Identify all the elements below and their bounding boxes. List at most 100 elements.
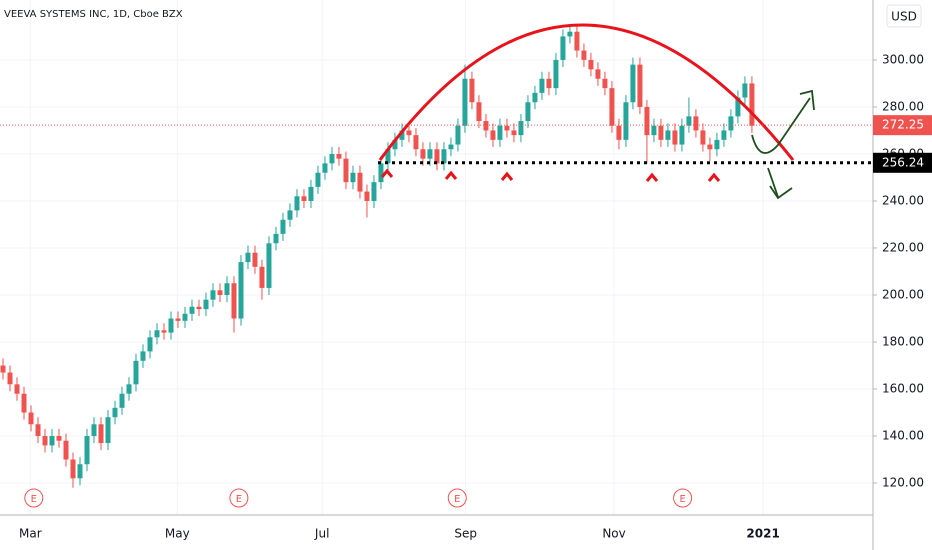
- candle-body: [406, 130, 412, 136]
- candle-body: [84, 436, 90, 465]
- y-tick-label: 300.00: [882, 52, 924, 66]
- candle-body: [140, 351, 146, 361]
- candle-body: [700, 130, 706, 145]
- candle-body: [280, 219, 286, 234]
- candle-body: [602, 78, 608, 89]
- earnings-label: E: [454, 494, 460, 505]
- candle-body: [301, 196, 307, 201]
- candle-body: [518, 121, 524, 136]
- support-label: 256.24: [882, 155, 924, 169]
- candle-body: [588, 59, 594, 70]
- candle-body: [0, 365, 6, 373]
- candle-body: [637, 64, 643, 107]
- candle-body: [413, 135, 419, 150]
- candle-body: [154, 330, 160, 338]
- candle-body: [630, 64, 636, 103]
- candle-body: [322, 163, 328, 173]
- candle-body: [224, 283, 230, 295]
- candle-body: [553, 59, 559, 89]
- candle-body: [623, 102, 629, 140]
- y-tick-label: 120.00: [882, 476, 924, 490]
- candle-body: [651, 125, 657, 136]
- candle-body: [476, 102, 482, 122]
- candle-body: [133, 360, 139, 385]
- candle-body: [329, 153, 335, 164]
- candle-body: [126, 384, 132, 394]
- candle-body: [679, 125, 685, 145]
- candle-body: [203, 299, 209, 310]
- candle-body: [644, 106, 650, 136]
- candle-body: [28, 412, 34, 425]
- candle-body: [483, 121, 489, 131]
- candle-body: [504, 125, 510, 131]
- candle-body: [259, 266, 265, 288]
- y-tick-label: 240.00: [882, 193, 924, 207]
- candle-body: [378, 163, 384, 183]
- candle-body: [462, 78, 468, 126]
- candle-body: [490, 130, 496, 140]
- candle-body: [595, 69, 601, 79]
- candle-body: [532, 92, 538, 103]
- candle-body: [119, 393, 125, 408]
- candle-body: [273, 233, 279, 244]
- candle-body: [371, 182, 377, 201]
- candle-body: [560, 36, 566, 60]
- candle-body: [742, 83, 748, 98]
- candle-body: [98, 424, 104, 444]
- currency[interactable]: USD: [891, 10, 917, 24]
- candle-body: [70, 459, 76, 479]
- candle-body: [175, 318, 181, 321]
- candle-body: [161, 330, 167, 333]
- x-tick-label: Sep: [454, 527, 477, 541]
- candle-body: [196, 306, 202, 310]
- candle-body: [539, 78, 545, 93]
- candle-body: [315, 172, 321, 187]
- x-tick-label: May: [165, 527, 190, 541]
- chart-title: VEEVA SYSTEMS INC, 1D, Cboe BZX: [4, 9, 183, 20]
- candle-body: [238, 262, 244, 319]
- candle-body: [210, 290, 216, 300]
- earnings-marker: [229, 488, 249, 508]
- candle-body: [7, 372, 13, 385]
- candle-body: [686, 116, 692, 126]
- candle-body: [728, 116, 734, 131]
- candle-body: [511, 130, 517, 136]
- support-box: [873, 152, 932, 173]
- candle-body: [252, 252, 258, 267]
- y-tick-label: 280.00: [882, 99, 924, 113]
- y-tick-label: 180.00: [882, 335, 924, 349]
- candle-body: [392, 139, 398, 150]
- candle-body: [616, 125, 622, 140]
- candle-body: [343, 158, 349, 183]
- candle-body: [672, 130, 678, 145]
- candle-body: [455, 125, 461, 145]
- earnings-label: E: [679, 494, 685, 505]
- candle-body: [63, 440, 69, 460]
- candle-body: [581, 50, 587, 60]
- candle-body: [469, 78, 475, 103]
- candle-body: [497, 125, 503, 140]
- currency-button[interactable]: [886, 4, 922, 28]
- candle-body: [266, 243, 272, 288]
- candle-body: [168, 318, 174, 333]
- candle-body: [21, 393, 27, 413]
- candle-body: [42, 436, 48, 446]
- candle-body: [609, 88, 615, 126]
- earnings-label: E: [31, 494, 37, 505]
- candle-body: [77, 464, 83, 479]
- x-tick-label: Nov: [602, 527, 625, 541]
- candle-body: [35, 424, 41, 437]
- arc-drawing: [378, 23, 795, 161]
- candle-body: [707, 144, 713, 150]
- candle-body: [364, 191, 370, 201]
- candle-body: [308, 186, 314, 201]
- earnings-marker: [673, 488, 693, 508]
- candle-body: [147, 337, 153, 352]
- candle-body: [217, 290, 223, 295]
- y-tick-label: 200.00: [882, 287, 924, 301]
- last-price-label: 272.25: [882, 118, 924, 132]
- candle-body: [574, 31, 580, 51]
- x-tick-label: Jul: [314, 527, 329, 541]
- candle-body: [399, 130, 405, 140]
